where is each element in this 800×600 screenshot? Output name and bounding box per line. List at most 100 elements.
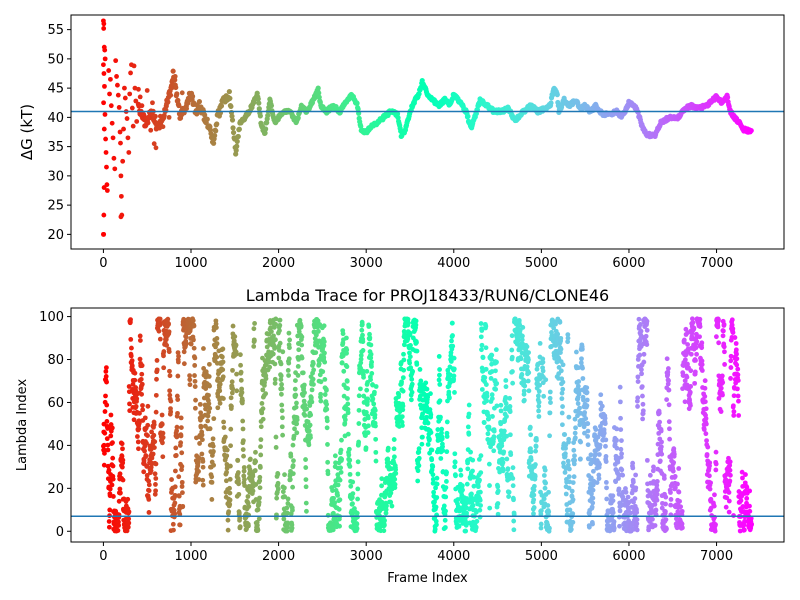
lambda-point [571, 447, 577, 453]
lambda-point [176, 474, 182, 480]
lambda-point [531, 497, 537, 503]
lambda-point [590, 521, 595, 527]
lambda-point [575, 383, 581, 389]
dg-point [111, 155, 117, 161]
lambda-point [511, 518, 517, 524]
dg-point [103, 136, 108, 142]
lambda-point [257, 474, 263, 480]
lambda-point [288, 453, 294, 459]
lambda-point [161, 349, 167, 354]
lambda-point [440, 448, 446, 453]
lambda-point [151, 445, 157, 451]
lambda-point [475, 484, 481, 490]
lambda-point [211, 416, 217, 422]
lambda-point [109, 425, 115, 431]
dg-point [115, 82, 120, 88]
dg-point [166, 114, 172, 120]
dg-point [101, 100, 106, 106]
lambda-point [325, 471, 331, 477]
lambda-x-tick-label: 2000 [262, 549, 295, 564]
lambda-point [176, 353, 181, 359]
lambda-point [654, 497, 660, 503]
lambda-point [533, 444, 539, 449]
lambda-point [178, 433, 184, 439]
dg-point [229, 117, 236, 123]
dg-point [211, 140, 217, 146]
lambda-point [192, 355, 198, 361]
dg-point [114, 74, 119, 79]
lambda-point [277, 317, 283, 323]
lambda-point [469, 491, 474, 497]
lambda-point [547, 410, 553, 416]
lambda-point [610, 493, 616, 499]
lambda-point [355, 459, 361, 465]
dg-point [204, 116, 210, 122]
lambda-point [299, 342, 305, 348]
lambda-point [536, 388, 542, 394]
lambda-point [335, 482, 341, 488]
lambda-point [157, 316, 163, 322]
lambda-point [190, 318, 196, 323]
lambda-point [366, 324, 372, 329]
lambda-point [635, 379, 641, 384]
lambda-point [139, 371, 145, 377]
lambda-point [726, 490, 732, 495]
lambda-point [473, 524, 479, 530]
dg-point [130, 123, 136, 129]
lambda-point [610, 498, 616, 504]
lambda-point [716, 340, 722, 346]
lambda-point [260, 416, 266, 422]
lambda-point [444, 419, 450, 425]
lambda-point [458, 467, 464, 473]
lambda-point [576, 379, 582, 384]
lambda-point [347, 457, 353, 463]
lambda-point [501, 449, 507, 455]
lambda-point [610, 510, 616, 516]
lambda-point [280, 415, 285, 421]
lambda-point [103, 393, 108, 399]
lambda-point [436, 377, 442, 383]
lambda-point [180, 503, 186, 509]
lambda-point [379, 483, 385, 489]
lambda-point [430, 464, 436, 470]
lambda-point [104, 419, 110, 424]
lambda-point [743, 472, 748, 477]
lambda-point [480, 355, 486, 361]
lambda-point [178, 415, 184, 421]
lambda-point [420, 434, 425, 440]
lambda-point [200, 482, 206, 488]
lambda-point [578, 456, 583, 462]
lambda-point [280, 349, 286, 355]
lambda-point [449, 338, 454, 344]
lambda-point [691, 325, 697, 331]
lambda-point [701, 427, 707, 432]
lambda-point [506, 489, 512, 495]
lambda-point [301, 382, 307, 388]
lambda-point [209, 479, 215, 485]
lambda-point [720, 333, 726, 339]
lambda-point [197, 401, 203, 407]
lambda-point [571, 474, 577, 480]
lambda-point [346, 446, 352, 452]
lambda-point [210, 436, 216, 442]
lambda-point [722, 349, 727, 355]
lambda-point [400, 388, 406, 394]
lambda-point [110, 494, 116, 499]
lambda-point [409, 381, 415, 387]
lambda-point [142, 415, 148, 421]
lambda-point [560, 362, 566, 368]
lambda-point [721, 344, 727, 350]
lambda-point [528, 432, 534, 438]
lambda-point [160, 454, 166, 460]
dg-point [234, 143, 240, 149]
lambda-point [246, 504, 252, 510]
lambda-point [252, 468, 258, 473]
lambda-point [229, 404, 234, 409]
lambda-point [580, 365, 585, 371]
lambda-point [443, 494, 449, 500]
lambda-point [132, 377, 138, 383]
lambda-point [417, 367, 423, 372]
lambda-point [179, 464, 185, 469]
lambda-point [146, 510, 152, 515]
lambda-point [157, 336, 163, 342]
